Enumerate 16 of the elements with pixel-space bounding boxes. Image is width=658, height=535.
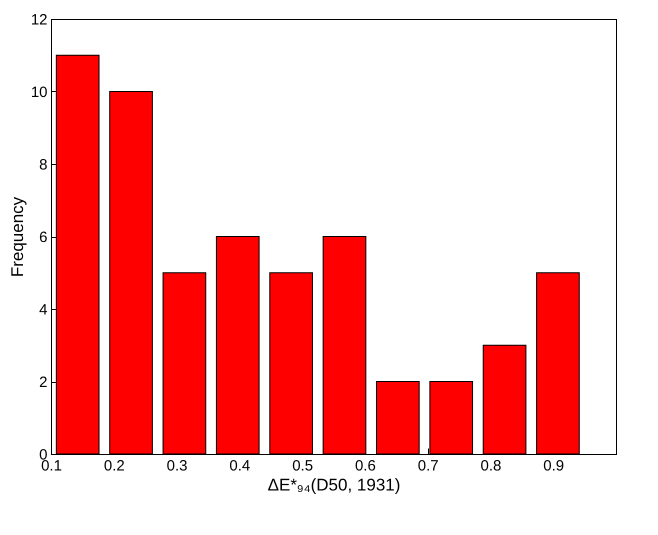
x-tick-label: 0.5 (292, 458, 314, 474)
y-axis-title: Frequency (8, 196, 27, 278)
x-tick-label: 0.8 (480, 458, 502, 474)
y-tick-label: 4 (39, 302, 48, 318)
y-tick-label: 10 (30, 84, 48, 101)
y-tick-label: 12 (30, 12, 48, 28)
y-tick-label: 2 (39, 374, 48, 391)
x-tick-label: 0.2 (104, 458, 125, 474)
x-tick-label: 0.9 (543, 458, 564, 474)
x-tick-label: 0.7 (418, 458, 439, 474)
x-axis-title: ΔE*₉₄(D50, 1931) (268, 476, 400, 494)
y-tick-label: 8 (39, 156, 48, 174)
y-tick-label: 6 (39, 229, 48, 246)
x-tick-label: 0.4 (229, 458, 250, 474)
x-tick-label: 0.3 (166, 458, 188, 474)
x-tick-label: 0.6 (354, 458, 376, 474)
